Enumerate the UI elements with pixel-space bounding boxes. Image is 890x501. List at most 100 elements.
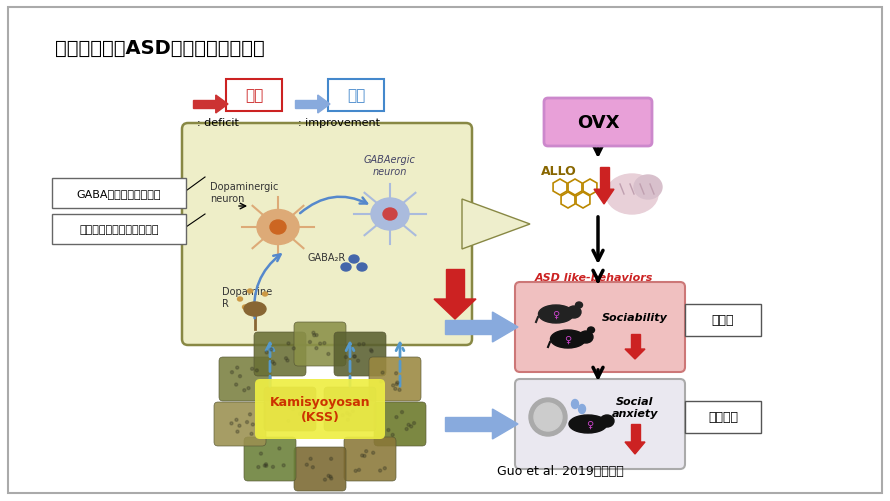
Ellipse shape [352, 414, 355, 417]
Ellipse shape [538, 306, 573, 323]
Ellipse shape [270, 220, 286, 234]
Ellipse shape [274, 465, 277, 468]
Ellipse shape [333, 472, 336, 475]
Polygon shape [434, 300, 476, 319]
Bar [630, 334, 640, 349]
Ellipse shape [320, 463, 323, 466]
FancyBboxPatch shape [255, 379, 385, 439]
Bar [295, 101, 318, 109]
Text: GABA₂R: GABA₂R [308, 253, 346, 263]
Ellipse shape [587, 327, 595, 333]
Ellipse shape [567, 307, 581, 318]
FancyBboxPatch shape [264, 387, 316, 431]
Ellipse shape [287, 355, 290, 358]
Ellipse shape [275, 349, 279, 352]
Text: Guo et al. 2019より引用: Guo et al. 2019より引用 [497, 464, 623, 477]
Polygon shape [625, 442, 645, 454]
Ellipse shape [384, 424, 388, 427]
Ellipse shape [392, 370, 395, 373]
Ellipse shape [327, 351, 329, 354]
Ellipse shape [269, 467, 271, 470]
Ellipse shape [279, 449, 281, 452]
Ellipse shape [291, 417, 294, 420]
Ellipse shape [229, 380, 231, 383]
Ellipse shape [551, 330, 586, 348]
Ellipse shape [232, 434, 235, 437]
Ellipse shape [600, 415, 614, 427]
Ellipse shape [606, 175, 658, 214]
Ellipse shape [306, 339, 309, 342]
Ellipse shape [320, 332, 322, 335]
Ellipse shape [270, 352, 273, 355]
Ellipse shape [320, 479, 323, 482]
Ellipse shape [569, 415, 607, 433]
Ellipse shape [257, 210, 299, 245]
Ellipse shape [327, 347, 329, 350]
Ellipse shape [634, 176, 662, 199]
FancyBboxPatch shape [324, 387, 376, 431]
FancyBboxPatch shape [182, 124, 472, 345]
Ellipse shape [372, 348, 375, 351]
Ellipse shape [244, 303, 266, 316]
Ellipse shape [356, 417, 359, 420]
Ellipse shape [352, 360, 355, 362]
Text: Sociability: Sociability [602, 313, 668, 322]
Ellipse shape [371, 463, 375, 466]
Ellipse shape [391, 372, 393, 375]
Ellipse shape [252, 422, 255, 425]
Ellipse shape [282, 404, 285, 407]
Bar [193, 101, 215, 109]
Ellipse shape [287, 361, 289, 364]
Bar [446, 270, 465, 300]
Bar [600, 168, 609, 190]
Polygon shape [625, 349, 645, 359]
Bar [630, 424, 640, 442]
Ellipse shape [571, 400, 578, 409]
Ellipse shape [349, 256, 359, 264]
Ellipse shape [321, 473, 324, 476]
Ellipse shape [241, 424, 244, 427]
Ellipse shape [357, 264, 367, 272]
Ellipse shape [382, 450, 384, 453]
Ellipse shape [270, 341, 273, 344]
Ellipse shape [276, 458, 279, 461]
Ellipse shape [341, 264, 351, 272]
Text: 社交不安: 社交不安 [708, 411, 738, 424]
Ellipse shape [245, 373, 248, 376]
Text: Kamisyoyosan
(KSS): Kamisyoyosan (KSS) [270, 395, 370, 423]
FancyBboxPatch shape [369, 357, 421, 401]
Bar [445, 321, 492, 334]
Ellipse shape [578, 405, 586, 414]
FancyBboxPatch shape [214, 402, 266, 446]
Ellipse shape [281, 398, 284, 401]
Ellipse shape [369, 360, 372, 363]
Ellipse shape [392, 375, 394, 378]
Ellipse shape [304, 336, 307, 339]
Polygon shape [215, 96, 228, 114]
Text: ドパミン作動系ニューロン: ドパミン作動系ニューロン [79, 224, 158, 234]
Ellipse shape [260, 454, 263, 457]
Ellipse shape [377, 469, 380, 472]
Polygon shape [594, 190, 614, 204]
Ellipse shape [279, 355, 282, 358]
FancyBboxPatch shape [515, 379, 685, 469]
Text: 社交性: 社交性 [712, 314, 734, 327]
FancyBboxPatch shape [52, 179, 186, 208]
Ellipse shape [291, 349, 294, 352]
Ellipse shape [381, 375, 384, 378]
Ellipse shape [292, 401, 295, 404]
Ellipse shape [306, 338, 309, 341]
Ellipse shape [319, 473, 321, 476]
Ellipse shape [292, 418, 295, 421]
Polygon shape [318, 96, 330, 114]
Ellipse shape [268, 467, 271, 470]
Ellipse shape [295, 401, 298, 404]
Ellipse shape [409, 426, 411, 429]
Ellipse shape [242, 426, 245, 429]
Ellipse shape [400, 412, 404, 415]
FancyBboxPatch shape [334, 332, 386, 376]
Ellipse shape [308, 472, 311, 475]
FancyBboxPatch shape [244, 437, 296, 481]
FancyBboxPatch shape [52, 214, 186, 244]
Ellipse shape [242, 384, 245, 387]
